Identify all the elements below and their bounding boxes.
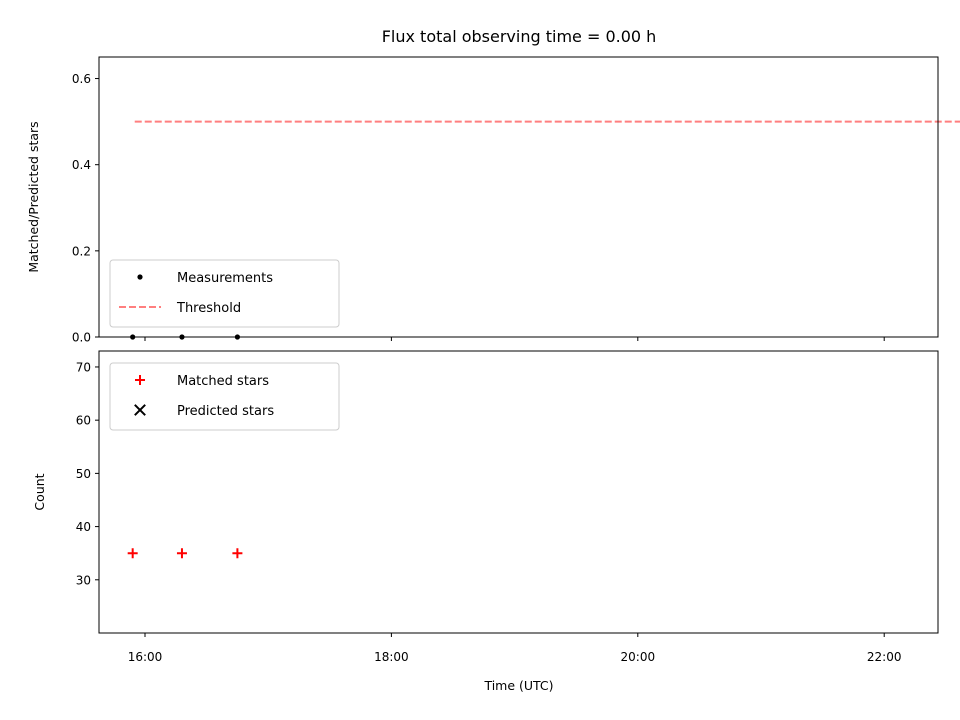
x-tick-label: 20:00	[621, 650, 656, 664]
bottom-axes: 304050607016:0018:0020:0022:0000:0002:00…	[32, 350, 939, 693]
bottom-y-tick-label: 70	[76, 360, 91, 374]
x-tick-label: 18:00	[374, 650, 409, 664]
top-y-tick-label: 0.0	[72, 331, 91, 345]
top-legend-box	[109, 259, 340, 328]
bottom-y-tick-label: 40	[76, 520, 91, 534]
legend-matched-stars-label: Matched stars	[177, 374, 269, 389]
top-axes: 0.0 0.2 0.4 0.6 Matched/Predicted stars Mea…	[26, 56, 960, 345]
legend-threshold-label: Threshold	[176, 301, 241, 316]
matched-stars-point	[127, 548, 138, 559]
bottom-legend: Matched stars Predicted stars	[109, 362, 340, 431]
legend-matched-stars-swatch	[135, 375, 145, 385]
series-matched-stars	[127, 548, 243, 559]
legend-predicted-stars-label: Predicted stars	[177, 404, 274, 419]
bottom-y-axis-label: Count	[32, 473, 47, 510]
x-axis-label: Time (UTC)	[483, 678, 553, 693]
top-y-tick-label: 0.4	[72, 158, 91, 172]
legend-predicted-stars-swatch	[134, 404, 146, 416]
top-legend: Measurements Threshold	[109, 259, 340, 328]
legend-measurements-swatch	[137, 274, 143, 280]
bottom-axes-frame	[98, 350, 939, 634]
top-y-tick-label: 0.2	[72, 244, 91, 258]
x-tick-label: 22:00	[867, 650, 902, 664]
top-axes-frame	[98, 56, 939, 338]
matched-stars-point	[176, 548, 187, 559]
bottom-axis-ticks: 304050607016:0018:0020:0022:0000:0002:00…	[76, 360, 902, 664]
bottom-y-tick-label: 60	[76, 414, 91, 428]
legend-measurements-label: Measurements	[177, 271, 273, 286]
bottom-legend-box	[109, 362, 340, 431]
top-y-axis-label: Matched/Predicted stars	[26, 121, 41, 272]
top-axis-ticks: 0.0 0.2 0.4 0.6	[72, 72, 885, 345]
x-tick-label: 16:00	[128, 650, 163, 664]
top-y-tick-label: 0.6	[72, 72, 91, 86]
matched-stars-point	[232, 548, 243, 559]
bottom-plot-area	[127, 548, 243, 559]
chart-title: Flux total observing time = 0.00 h	[382, 27, 657, 46]
bottom-y-tick-label: 50	[76, 467, 91, 481]
bottom-y-tick-label: 30	[76, 573, 91, 587]
